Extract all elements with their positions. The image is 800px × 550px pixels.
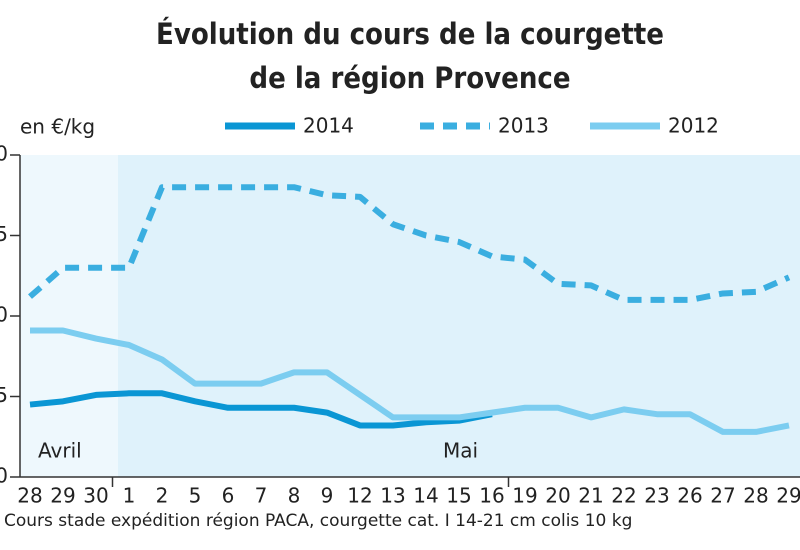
x-tick-label: 6 xyxy=(222,484,235,508)
series-line xyxy=(29,390,493,429)
x-tick-label: 23 xyxy=(644,484,669,508)
chart-title: Évolution du cours de la courgette xyxy=(156,17,664,51)
x-tick-label: 2 xyxy=(156,484,169,508)
y-tick-label: 0,5 xyxy=(0,383,8,407)
annotation: Mai xyxy=(443,439,478,463)
y-tick-label: 1,0 xyxy=(0,303,8,327)
x-tick-label: 13 xyxy=(380,484,405,508)
x-tick-label: 27 xyxy=(710,484,735,508)
x-tick-label: 29 xyxy=(50,484,75,508)
series-line xyxy=(28,184,791,303)
x-tick-label: 1 xyxy=(123,484,136,508)
x-tick-label: 20 xyxy=(545,484,570,508)
note: Cours stade expédition région PACA, cour… xyxy=(4,511,632,531)
y-tick-label: 1,5 xyxy=(0,222,8,246)
y-tick-label: 0 xyxy=(0,464,8,488)
x-tick-label: 9 xyxy=(321,484,334,508)
y-tick-label: 2,0 xyxy=(0,142,8,166)
x-tick-label: 8 xyxy=(288,484,301,508)
y-axis-label: en €/kg xyxy=(20,115,95,139)
series-line xyxy=(30,327,790,435)
x-tick-label: 28 xyxy=(743,484,768,508)
x-tick-label: 29 xyxy=(776,484,800,508)
legend-label: 2013 xyxy=(498,114,549,138)
x-tick-label: 7 xyxy=(255,484,268,508)
x-tick-label: 30 xyxy=(83,484,108,508)
plot-area-may xyxy=(118,155,800,477)
x-tick-label: 12 xyxy=(347,484,372,508)
x-tick-label: 19 xyxy=(512,484,537,508)
legend-label: 2014 xyxy=(303,114,354,138)
x-tick-label: 16 xyxy=(479,484,504,508)
x-tick-label: 14 xyxy=(413,484,438,508)
x-tick-label: 15 xyxy=(446,484,471,508)
x-tick-label: 5 xyxy=(189,484,202,508)
x-tick-label: 26 xyxy=(677,484,702,508)
x-tick-label: 21 xyxy=(578,484,603,508)
annotation: Avril xyxy=(38,439,82,463)
x-tick-label: 22 xyxy=(611,484,636,508)
legend-label: 2012 xyxy=(668,114,719,138)
chart-title: de la région Provence xyxy=(249,61,570,95)
x-tick-label: 28 xyxy=(17,484,42,508)
